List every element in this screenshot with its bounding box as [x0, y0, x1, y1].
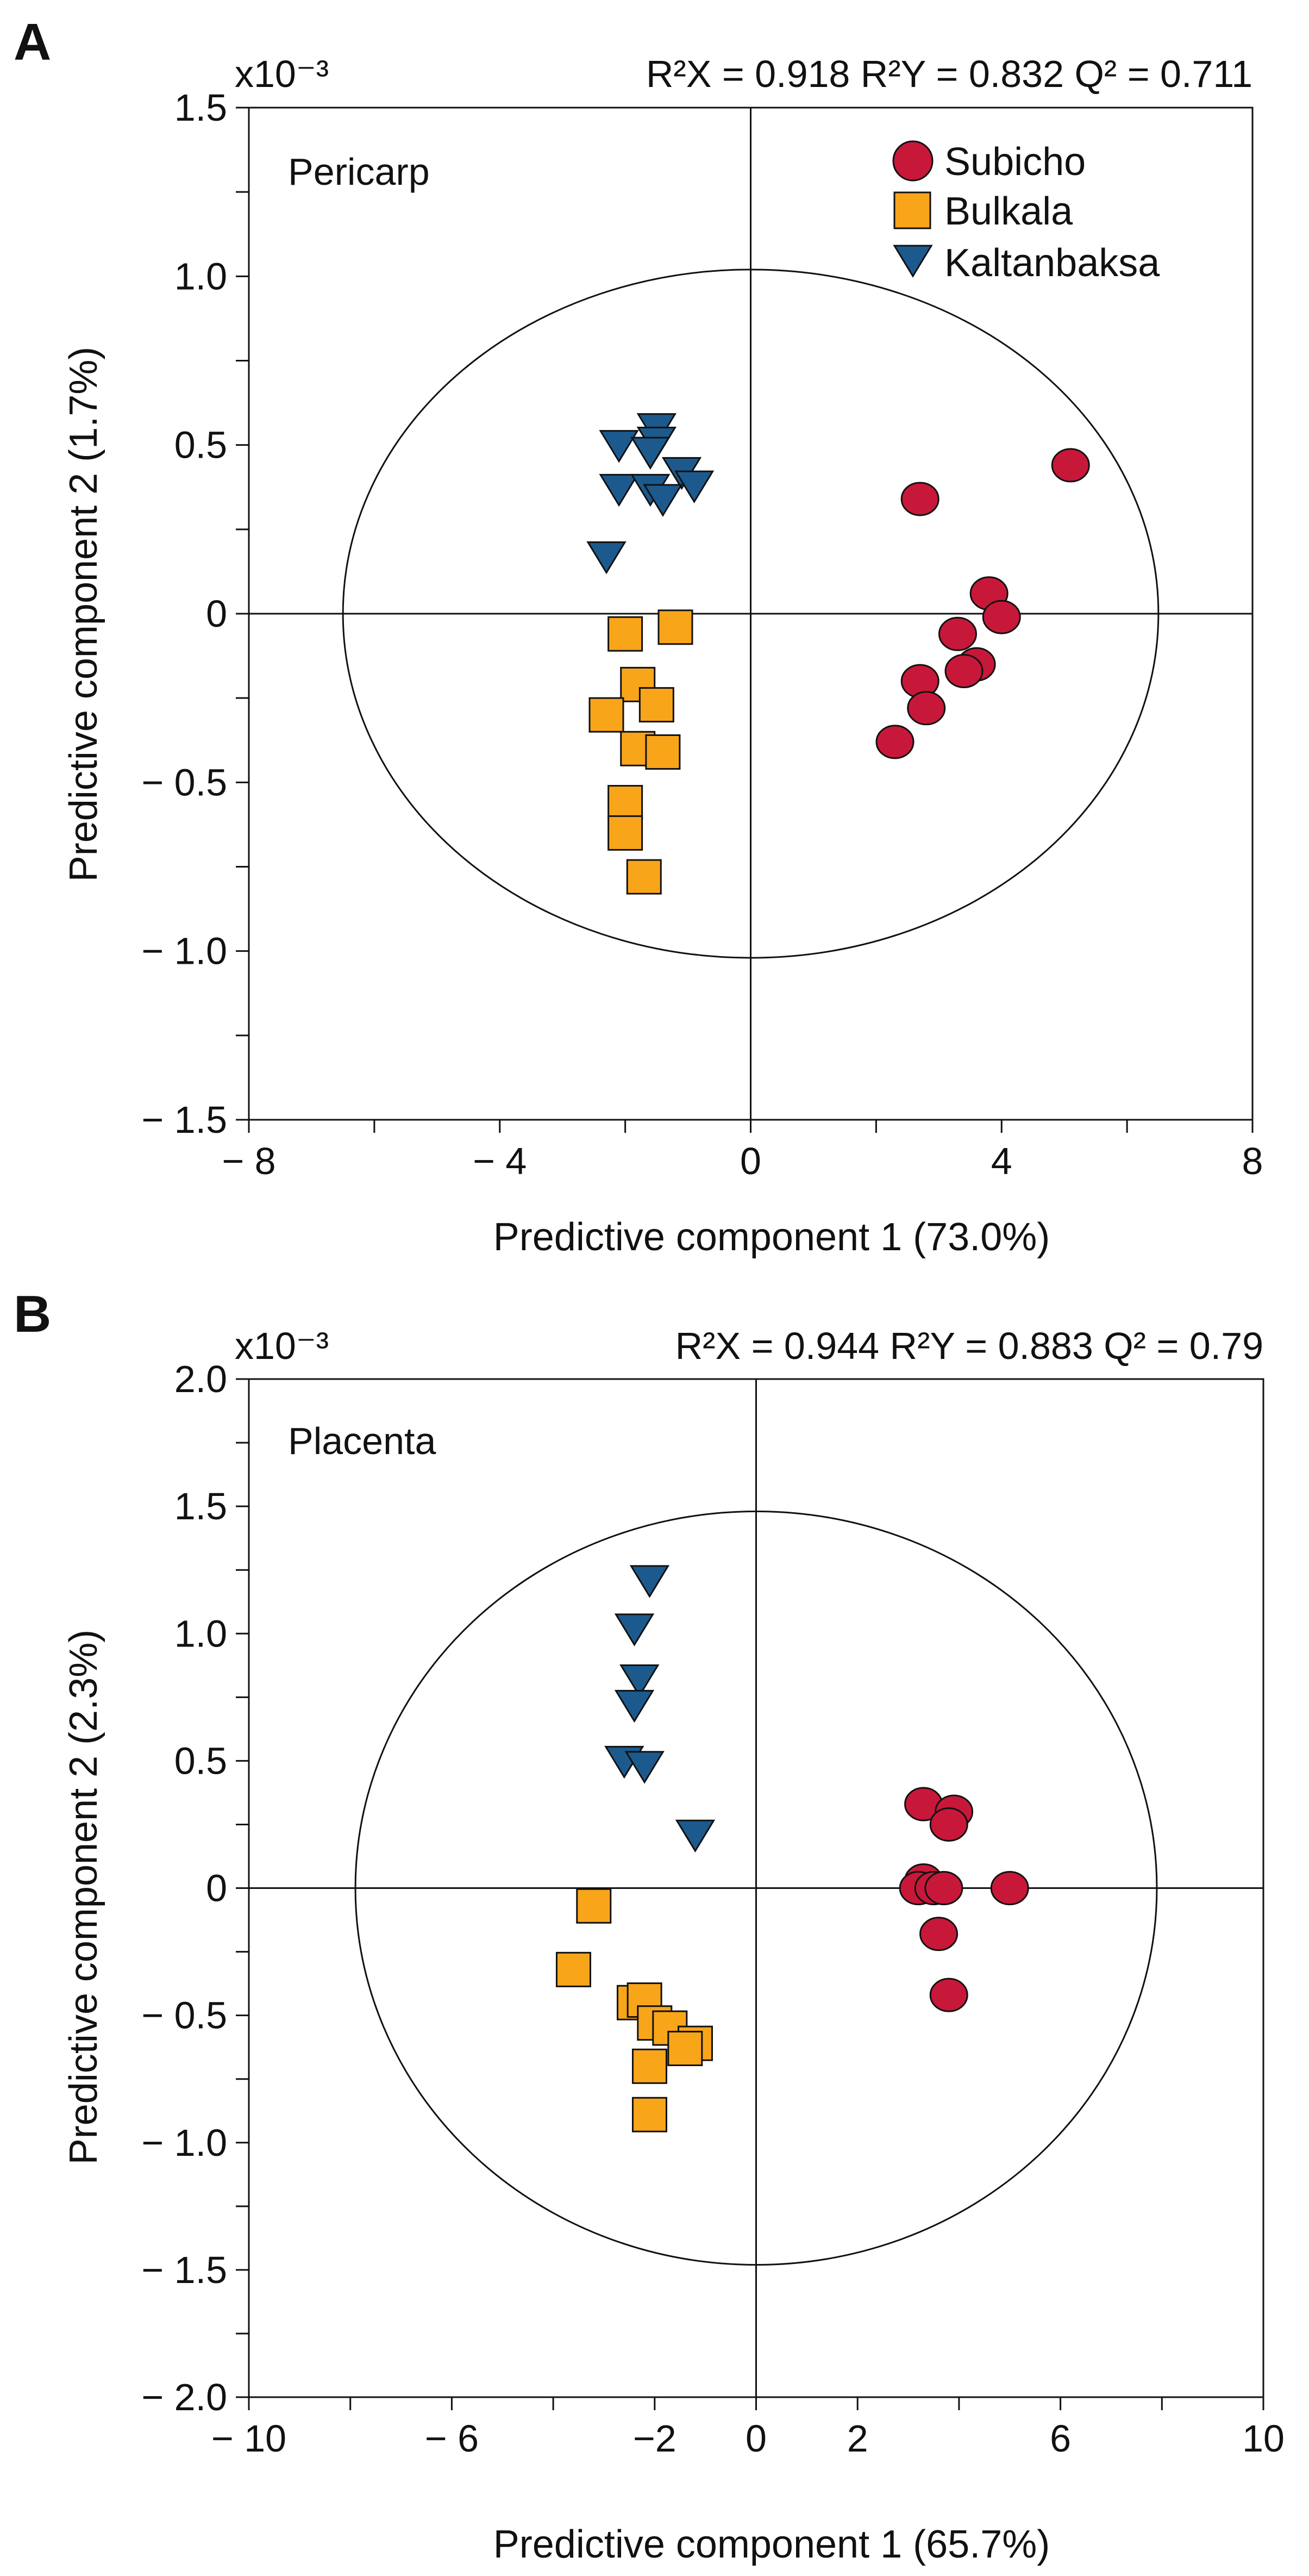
panel-a-y-tick-label: 0.5 — [174, 424, 227, 466]
data-point-kaltanbaksa — [599, 473, 639, 507]
panel-b-y-tick-label: 1.0 — [174, 1612, 227, 1655]
panel-b-scale-label: x10⁻³ — [235, 1325, 329, 1367]
data-point-subicho — [982, 600, 1021, 634]
panel-a-x-tick-label: − 4 — [473, 1140, 527, 1182]
panel-a-y-tick-label: − 1.5 — [141, 1099, 227, 1141]
panel-a: A x10⁻³ R²X = 0.918 R²Y = 0.832 Q² = 0.7… — [14, 13, 1263, 1259]
legend-label-kaltanbaksa: Kaltanbaksa — [944, 241, 1160, 285]
panel-b-y-axis-title: Predictive component 2 (2.3%) — [62, 1630, 105, 2165]
data-point-kaltanbaksa — [674, 470, 715, 504]
panel-a-letter: A — [14, 13, 51, 71]
panel-a-y-tick-label: − 0.5 — [141, 761, 227, 803]
data-point-kaltanbaksa — [586, 541, 627, 575]
panel-b-y-tick-label: 0 — [206, 1867, 227, 1910]
panel-b-y-tick-label: − 1.5 — [141, 2249, 227, 2291]
panel-b-y-tick-label: 2.0 — [174, 1358, 227, 1400]
panel-b-x-tick-label: 10 — [1242, 2417, 1285, 2460]
panel-b-y-tick-label: − 0.5 — [141, 1994, 227, 2037]
panel-a-y-tick-label: − 1.0 — [141, 930, 227, 972]
data-point-kaltanbaksa — [675, 1819, 716, 1853]
data-point-kaltanbaksa — [624, 1751, 665, 1784]
data-point-kaltanbaksa — [643, 484, 683, 517]
panel-b-x-tick-label: −2 — [633, 2417, 677, 2460]
data-point-subicho — [919, 1917, 959, 1951]
data-point-subicho — [924, 1871, 963, 1905]
panel-a-x-axis-title: Predictive component 1 (73.0%) — [493, 1215, 1050, 1259]
data-point-bulkala — [607, 815, 643, 851]
panel-b-y-tick-label: − 2.0 — [141, 2376, 227, 2418]
panel-b-x-axis-title: Predictive component 1 (65.7%) — [493, 2523, 1050, 2566]
data-point-kaltanbaksa — [619, 1664, 660, 1698]
data-point-subicho — [900, 482, 940, 516]
data-point-bulkala — [555, 1951, 591, 1987]
data-point-bulkala — [645, 734, 681, 770]
data-point-subicho — [907, 691, 946, 726]
data-point-bulkala — [607, 785, 643, 821]
data-point-subicho — [944, 654, 984, 689]
data-point-kaltanbaksa — [630, 436, 671, 470]
data-point-bulkala — [631, 2097, 667, 2132]
panel-b-plot-area: − 10 − 6 −2 0 2 6 10 2.0 1.5 1.0 0.5 0 − 0.5 − 1.0 − 1… — [141, 1358, 1285, 2460]
panel-b: B x10⁻³ R²X = 0.944 R²Y = 0.883 Q² = 0.7… — [14, 1285, 1285, 2566]
panel-b-x-tick-label: 2 — [847, 2417, 868, 2460]
data-point-subicho — [875, 725, 915, 759]
data-point-bulkala — [657, 609, 693, 645]
panel-a-x-tick-label: 8 — [1242, 1140, 1263, 1182]
data-point-bulkala — [667, 2030, 703, 2066]
panel-a-y-axis-title: Predictive component 2 (1.7%) — [62, 347, 105, 882]
data-point-kaltanbaksa — [599, 430, 639, 463]
panel-a-y-tick-label: 0 — [206, 592, 227, 635]
data-point-subicho — [1051, 448, 1090, 483]
data-point-subicho — [990, 1871, 1029, 1905]
panel-b-model-stats: R²X = 0.944 R²Y = 0.883 Q² = 0.79 — [675, 1325, 1263, 1367]
legend-marker-bulkala — [893, 191, 931, 229]
data-point-bulkala — [588, 697, 624, 733]
data-point-kaltanbaksa — [614, 1689, 655, 1723]
data-point-subicho — [938, 616, 977, 651]
panel-b-y-tick-label: 1.5 — [174, 1485, 227, 1527]
panel-a-confidence-ellipse — [342, 269, 1160, 959]
panel-a-x-tick-label: − 8 — [222, 1140, 275, 1182]
panel-b-region-label: Placenta — [288, 1420, 436, 1462]
legend: Subicho Bulkala Kaltanbaksa — [892, 140, 1160, 285]
panel-a-region-label: Pericarp — [288, 151, 430, 193]
data-point-bulkala — [631, 2048, 667, 2084]
panel-a-plot-area: − 8 − 4 0 4 8 1.5 1.0 0.5 0 − 0.5 − 1.0 − 1.5 — [141, 86, 1263, 1182]
panel-b-x-tick-label: − 10 — [211, 2417, 286, 2460]
data-point-subicho — [929, 1978, 968, 2012]
panel-b-y-tick-label: 0.5 — [174, 1739, 227, 1782]
legend-marker-subicho — [892, 140, 934, 182]
panel-b-x-tick-label: − 6 — [425, 2417, 479, 2460]
data-point-kaltanbaksa — [629, 1565, 670, 1598]
data-point-bulkala — [576, 1888, 612, 1924]
data-point-kaltanbaksa — [614, 1613, 655, 1646]
data-point-bulkala — [626, 859, 662, 895]
panel-b-y-tick-label: − 1.0 — [141, 2122, 227, 2164]
panel-a-x-tick-label: 0 — [740, 1140, 761, 1182]
panel-b-x-tick-label: 6 — [1050, 2417, 1071, 2460]
panel-a-model-stats: R²X = 0.918 R²Y = 0.832 Q² = 0.711 — [646, 53, 1252, 95]
panel-a-y-tick-label: 1.5 — [174, 86, 227, 129]
panel-a-x-tick-label: 4 — [991, 1140, 1012, 1182]
panel-b-letter: B — [14, 1285, 51, 1343]
panel-a-scale-label: x10⁻³ — [235, 53, 329, 95]
panel-a-y-tick-label: 1.0 — [174, 255, 227, 297]
legend-marker-kaltanbaksa — [893, 245, 933, 278]
data-point-subicho — [929, 1807, 968, 1842]
panel-b-x-tick-label: 0 — [746, 2417, 767, 2460]
panel-b-confidence-ellipse — [354, 1510, 1158, 2266]
data-point-bulkala — [607, 616, 643, 652]
legend-label-bulkala: Bulkala — [944, 190, 1073, 233]
legend-label-subicho: Subicho — [944, 140, 1086, 184]
data-point-bulkala — [638, 687, 674, 723]
